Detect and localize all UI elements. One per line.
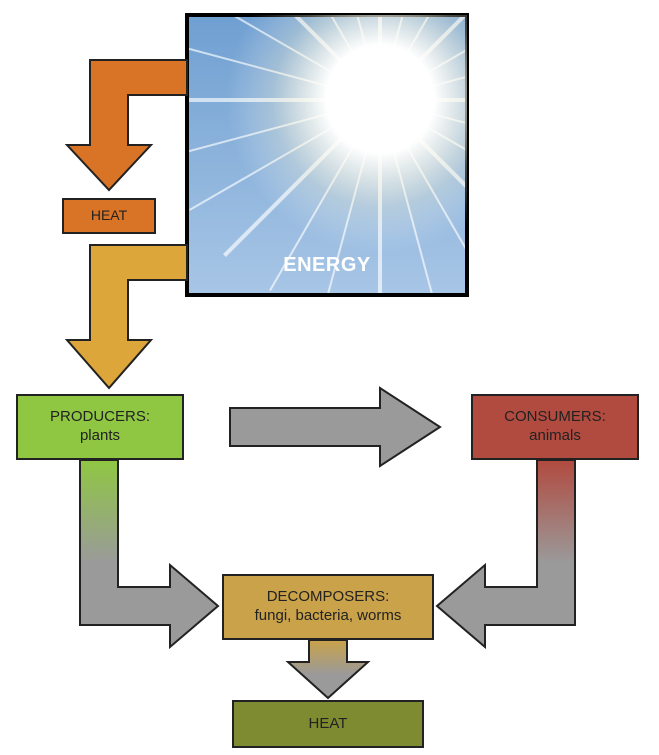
heat-top-label: HEAT: [91, 207, 127, 225]
consumers-label: CONSUMERS:animals: [504, 408, 606, 446]
decomposers-label: DECOMPOSERS:fungi, bacteria, worms: [255, 588, 402, 626]
heat-bottom-label: HEAT: [309, 715, 348, 734]
arrow-energy-to-producers: [67, 245, 187, 388]
energy-box: ENERGY: [187, 15, 467, 295]
arrow-consumers-to-decomposers: [437, 460, 575, 647]
heat-bottom-box: HEAT: [232, 700, 424, 748]
arrow-decomposers-to-heat: [288, 640, 368, 698]
arrow-energy-to-heat: [67, 60, 187, 190]
heat-top-box: HEAT: [62, 198, 156, 234]
arrow-producers-to-consumers: [230, 388, 440, 466]
producers-label: PRODUCERS:plants: [50, 408, 150, 446]
consumers-box: CONSUMERS:animals: [471, 394, 639, 460]
decomposers-box: DECOMPOSERS:fungi, bacteria, worms: [222, 574, 434, 640]
energy-label: ENERGY: [283, 254, 370, 277]
arrow-producers-to-decomposers: [80, 460, 218, 647]
producers-box: PRODUCERS:plants: [16, 394, 184, 460]
